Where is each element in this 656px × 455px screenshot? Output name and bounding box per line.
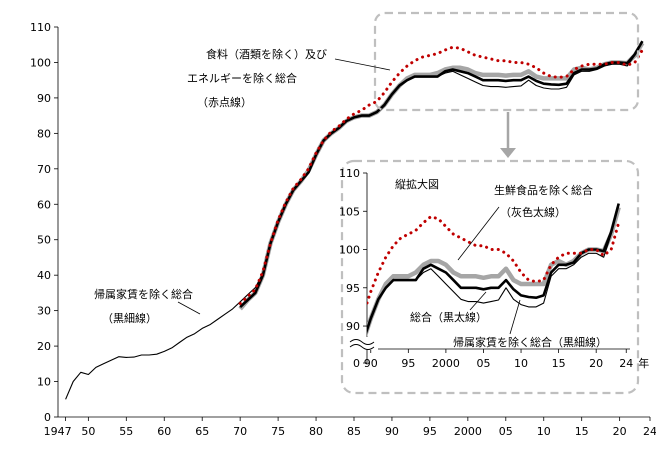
main-y-tick-label: 110 — [30, 21, 51, 34]
main-y-tick-label: 90 — [37, 92, 51, 105]
thick-label-leader — [469, 291, 487, 311]
zoom-region-box — [373, 11, 640, 112]
main-y-tick-label: 70 — [37, 163, 51, 176]
main-x-tick-label: 65 — [195, 425, 209, 438]
inset-axes: 90 95 100 105 110 90 95 2000 05 10 15 20 24 年 0 — [339, 167, 649, 370]
inset-series — [367, 203, 621, 337]
inset-series-thick-black — [367, 203, 620, 334]
inset-y-tick-label: 105 — [339, 205, 360, 218]
main-series-dotted-red — [238, 45, 644, 305]
main-x-tick-label: 2000 — [454, 425, 482, 438]
main-y-tick-label: 20 — [37, 340, 51, 353]
inset-x-unit-label: 年 — [638, 356, 649, 370]
main-x-tick-label: 55 — [119, 425, 133, 438]
inset-axis-break-icon — [348, 337, 378, 350]
inset-x-tick-label: 20 — [589, 357, 603, 370]
red-label-line3: （赤点線） — [197, 95, 252, 109]
main-x-tick-label: 75 — [271, 425, 285, 438]
red-label-line2: エネルギーを除く総合 — [187, 71, 297, 85]
axis-break-wave-top — [349, 339, 375, 345]
main-y-tick-label: 0 — [44, 411, 51, 424]
red-label-line1: 食料（酒類を除く）及び — [206, 47, 327, 61]
main-x-tick-label: 05 — [499, 425, 513, 438]
main-x-tick-label: 15 — [575, 425, 589, 438]
main-x-tick-label: 90 — [385, 425, 399, 438]
main-x-tick-label: 80 — [309, 425, 323, 438]
thin-label-line2: （黒細線） — [102, 311, 157, 325]
thin-label-line1: 帰属家賃を除く総合 — [94, 287, 193, 301]
main-y-tick-label: 10 — [37, 376, 51, 389]
main-y-tick-label: 40 — [37, 269, 51, 282]
inset-thin-label-leader — [509, 299, 521, 335]
main-y-tick-label: 50 — [37, 234, 51, 247]
inset-y-tick-label: 95 — [346, 282, 360, 295]
main-series — [65, 40, 645, 400]
red-series-annotation: 食料（酒類を除く）及び エネルギーを除く総合 （赤点線） — [187, 47, 391, 109]
inset-thin-label: 帰属家賃を除く総合（黒細線） — [453, 335, 607, 349]
main-x-tick-label: 10 — [537, 425, 551, 438]
main-y-tick-label: 60 — [37, 198, 51, 211]
axis-break-mask — [348, 337, 378, 350]
main-x-tick-label: 24 — [643, 425, 656, 438]
thin-label-leader — [177, 301, 201, 315]
main-x-tick-label: 70 — [233, 425, 247, 438]
zoom-arrow — [500, 112, 516, 158]
inset-x-tick-label: 15 — [552, 357, 566, 370]
inset-y-tick-label: 90 — [346, 320, 360, 333]
gray-label-line2: （灰色太線） — [500, 205, 566, 219]
inset-y-tick-label: 110 — [339, 167, 360, 180]
main-y-tick-label: 80 — [37, 127, 51, 140]
inset-x-tick-label: 10 — [514, 357, 528, 370]
axis-break-wave-bottom — [349, 344, 375, 350]
main-x-tick-label: 95 — [423, 425, 437, 438]
main-x-tick-label: 20 — [613, 425, 627, 438]
inset-x-tick-label: 2000 — [432, 357, 460, 370]
main-x-tick-label: 1947 — [44, 425, 72, 438]
inset-y-zero-label: 0 — [353, 357, 360, 370]
main-y-tick-label: 100 — [30, 56, 51, 69]
thick-label: 総合（黒太線） — [410, 310, 487, 324]
inset-annotations: 縦拡大図 生鮮食品を除く総合 （灰色太線） 総合（黒太線） 帰属家賃を除く総合（… — [395, 177, 607, 349]
main-x-tick-label: 60 — [157, 425, 171, 438]
gray-label-leader — [457, 206, 500, 261]
inset-x-tick-label: 05 — [476, 357, 490, 370]
red-label-leader — [334, 58, 391, 71]
inset-y-tick-label: 100 — [339, 244, 360, 257]
gray-label-line1: 生鮮食品を除く総合 — [494, 183, 593, 197]
inset-title: 縦拡大図 — [395, 177, 439, 191]
inset-x-tick-label: 24 — [619, 357, 633, 370]
main-x-tick-label: 50 — [81, 425, 95, 438]
inset-x-tick-label: 95 — [401, 357, 415, 370]
main-series-thick-black — [239, 40, 644, 309]
inset-series-dotted-red — [367, 215, 621, 308]
main-x-tick-label: 85 — [347, 425, 361, 438]
thin-black-annotation: 帰属家賃を除く総合 （黒細線） — [94, 287, 201, 325]
main-y-tick-label: 30 — [37, 305, 51, 318]
inset-x-tick-label: 90 — [364, 357, 378, 370]
